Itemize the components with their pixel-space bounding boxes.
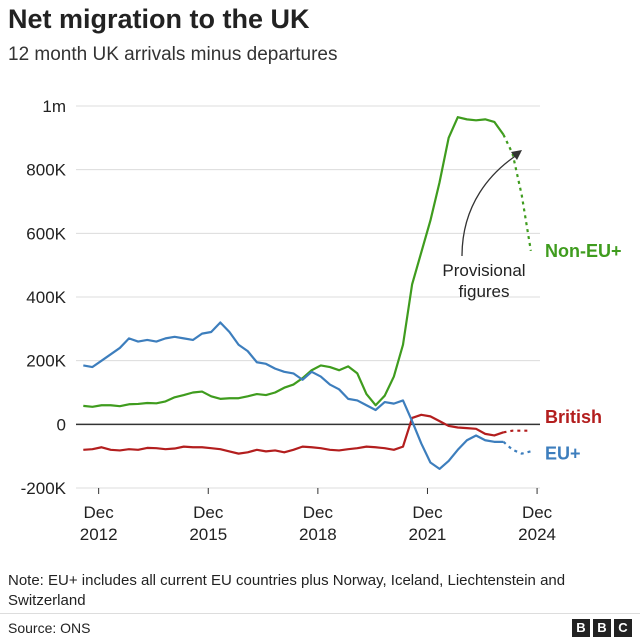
series-line (83, 413, 504, 455)
y-tick-label: -200K (21, 479, 67, 498)
series-line-provisional (502, 441, 532, 455)
series-line-provisional (503, 429, 531, 434)
x-tick-label: Dec 2012 (80, 503, 118, 544)
series-line (83, 321, 504, 470)
x-tick-label: Dec 2018 (299, 503, 337, 544)
series-label: British (545, 407, 602, 427)
source-text: Source: ONS (8, 620, 91, 636)
y-tick-label: 1m (42, 97, 66, 116)
chart-note: Note: EU+ includes all current EU countr… (8, 572, 566, 609)
series-line (83, 116, 505, 408)
x-tick-label: Dec 2015 (189, 503, 227, 544)
logo-letter: C (614, 619, 632, 637)
y-tick-label: 800K (26, 161, 66, 180)
series-label: EU+ (545, 443, 581, 463)
annotation-text: Provisional figures (442, 261, 525, 301)
footer-divider (0, 613, 640, 614)
x-tick-label: Dec 2024 (518, 503, 556, 544)
y-tick-label: 600K (26, 224, 66, 243)
y-tick-label: 400K (26, 288, 66, 307)
chart-title: Net migration to the UK (8, 4, 310, 34)
annotation-arrow (461, 152, 521, 257)
bbc-logo: B B C (572, 619, 632, 637)
y-tick-label: 0 (57, 415, 66, 434)
y-tick-label: 200K (26, 352, 66, 371)
series-line-provisional (502, 134, 532, 252)
logo-letter: B (593, 619, 611, 637)
series-label: Non-EU+ (545, 241, 622, 261)
chart-subtitle: 12 month UK arrivals minus departures (8, 44, 338, 65)
annotation-arrowhead (511, 150, 522, 160)
x-tick-label: Dec 2021 (409, 503, 447, 544)
line-chart: 1m 800K 600K 400K 200K 0 -200K Dec 2012 Dec 2015 De… (21, 97, 622, 544)
logo-letter: B (572, 619, 590, 637)
